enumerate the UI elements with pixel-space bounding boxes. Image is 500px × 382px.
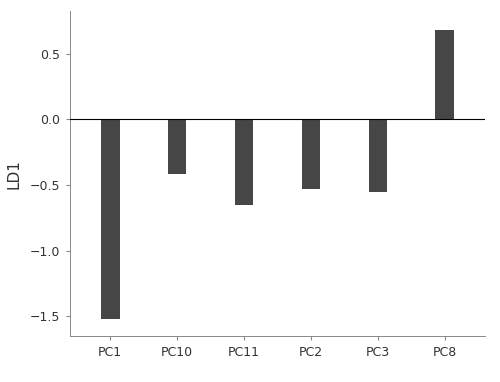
Bar xyxy=(436,30,454,119)
Y-axis label: LD1: LD1 xyxy=(6,159,22,189)
Bar xyxy=(302,119,320,189)
Bar xyxy=(234,119,254,205)
Bar xyxy=(168,119,186,175)
Bar xyxy=(368,119,388,191)
Bar xyxy=(101,119,119,319)
